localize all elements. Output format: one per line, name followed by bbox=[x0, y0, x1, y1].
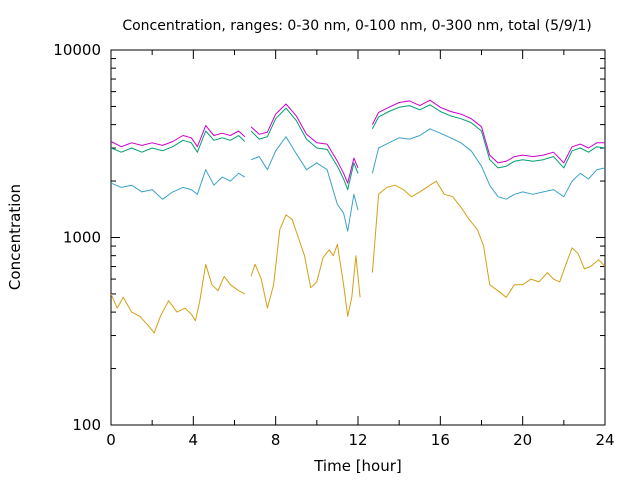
y-tick-label: 1000 bbox=[63, 229, 101, 247]
data-series bbox=[110, 99, 606, 334]
plot-frame bbox=[110, 49, 606, 426]
series-line-1 bbox=[110, 180, 606, 334]
x-tick-label: 20 bbox=[513, 431, 532, 449]
y-tick-label: 100 bbox=[72, 416, 101, 434]
x-tick-label: 12 bbox=[348, 431, 367, 449]
x-tick-label: 0 bbox=[106, 431, 116, 449]
axis-ticks bbox=[110, 49, 606, 426]
x-tick-label: 8 bbox=[271, 431, 281, 449]
x-tick-label: 4 bbox=[189, 431, 199, 449]
series-line-2 bbox=[110, 128, 606, 232]
x-axis-label: Time [hour] bbox=[313, 457, 402, 475]
y-tick-label: 10000 bbox=[53, 41, 101, 59]
axis-tick-labels: 0 4 8 12 16 20 24 100 1000 10000 bbox=[53, 41, 614, 449]
chart-title: Concentration, ranges: 0-30 nm, 0-100 nm… bbox=[122, 18, 591, 34]
y-axis-label: Concentration bbox=[6, 184, 24, 290]
series-line-4 bbox=[110, 99, 605, 184]
series-line-3 bbox=[110, 104, 606, 191]
x-tick-label: 16 bbox=[431, 431, 450, 449]
x-tick-label: 24 bbox=[595, 431, 614, 449]
